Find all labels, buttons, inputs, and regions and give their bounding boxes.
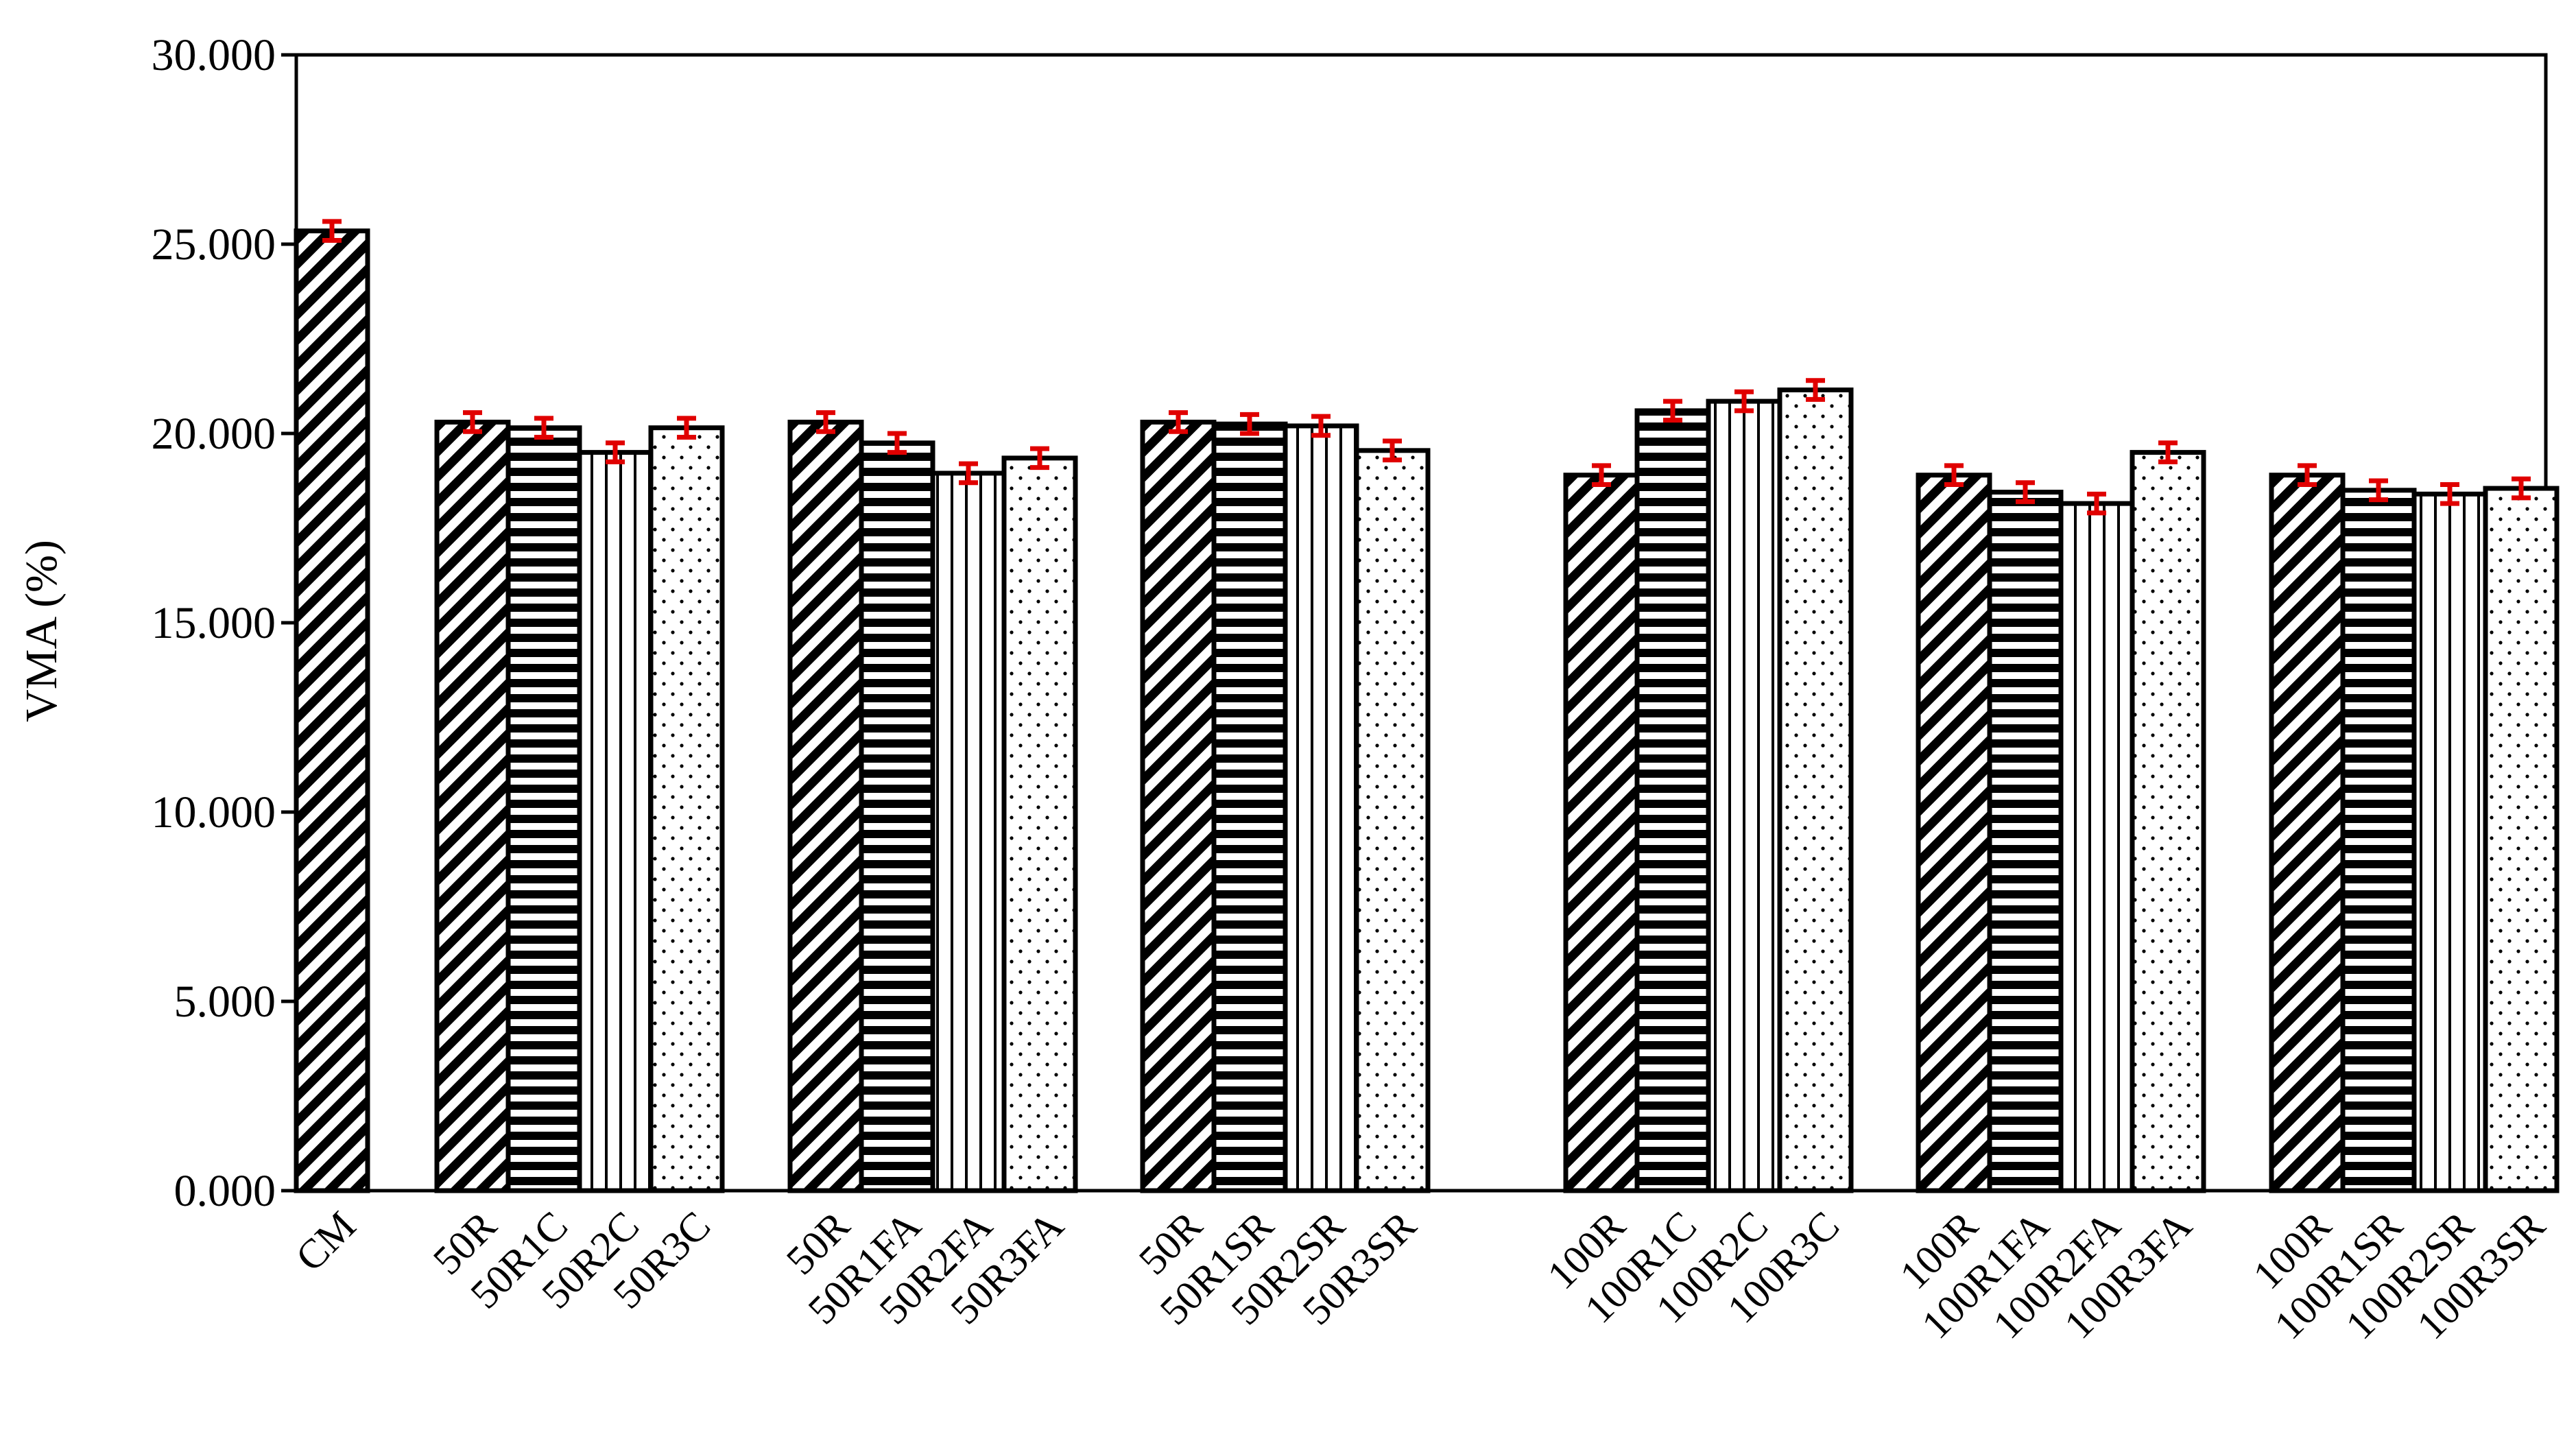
bars-layer	[294, 228, 2560, 1193]
error-bars-layer	[322, 219, 2531, 516]
y-tick-label: 0.000	[174, 1166, 276, 1216]
bar-100r2fa	[2058, 501, 2135, 1193]
y-tick-label: 30.000	[152, 30, 276, 80]
bar-100r2sr	[2411, 491, 2488, 1193]
bar-100r1c	[1634, 408, 1711, 1193]
y-axis-title: VMA (%)	[16, 540, 67, 722]
y-axis-ticks: 0.000 5.000 10.000 15.000 20.000 25.000 30.000	[152, 30, 296, 1216]
bar-50r1c	[505, 425, 582, 1193]
y-tick-label: 20.000	[152, 409, 276, 459]
bar-100r1sr	[2340, 488, 2417, 1193]
y-tick-label: 5.000	[174, 977, 276, 1027]
bar-50r2fa	[930, 471, 1007, 1193]
y-tick-label: 15.000	[152, 598, 276, 648]
bar-50r2sr	[1283, 423, 1359, 1193]
bar-100r3sr	[2483, 486, 2560, 1193]
bar-100r2c	[1706, 398, 1782, 1193]
bar-50r3sr	[1354, 448, 1431, 1193]
bar-50r1sr	[1211, 421, 1288, 1193]
bar-100r3c	[1777, 388, 1854, 1193]
bar-50r	[434, 419, 511, 1193]
bar-50r2c	[577, 450, 654, 1193]
bar-100r1fa	[1987, 490, 2064, 1193]
category-label: CM	[287, 1203, 364, 1281]
y-tick-label: 25.000	[152, 219, 276, 270]
bar-100r	[1916, 473, 1992, 1193]
y-tick-label: 10.000	[152, 787, 276, 837]
bar-50r	[787, 419, 864, 1193]
bar-cm	[294, 228, 370, 1193]
bar-50r	[1140, 419, 1217, 1193]
bar-50r1fa	[859, 440, 935, 1193]
bar-50r3fa	[1001, 455, 1078, 1193]
bar-100r3fa	[2130, 450, 2206, 1193]
bar-100r	[1563, 473, 1640, 1193]
bar-100r	[2269, 473, 2346, 1193]
bar-50r3c	[648, 425, 725, 1193]
